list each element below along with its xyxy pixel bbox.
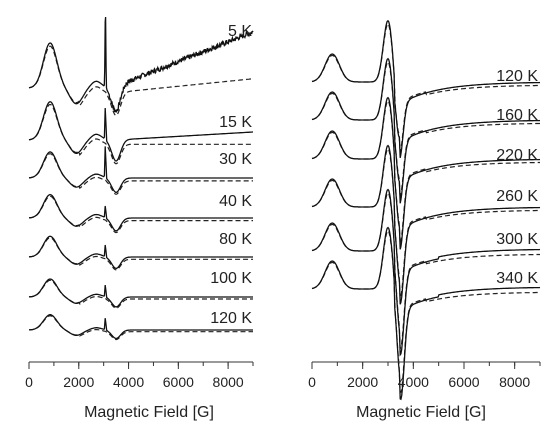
experimental-line [28, 235, 253, 270]
x-tick-label: 4000 [113, 374, 144, 390]
spectrum-120k [311, 19, 541, 159]
temperature-label: 220 K [496, 147, 538, 164]
x-tick-label: 2000 [63, 374, 94, 390]
experimental-line [311, 188, 541, 357]
experimental-line [29, 193, 253, 232]
experimental-line [311, 96, 541, 250]
temperature-label: 80 K [219, 231, 252, 248]
x-tick-label: 6000 [448, 374, 479, 390]
simulation-line [28, 45, 253, 117]
temperature-label: 5 K [228, 23, 252, 40]
spectrum-260k [311, 144, 541, 305]
spectrum-100k [28, 278, 253, 309]
x-tick-label: 8000 [499, 374, 530, 390]
x-tick-label: 8000 [213, 374, 244, 390]
experimental-line [28, 101, 253, 162]
x-tick-label: 0 [25, 374, 33, 390]
x-axis: 0 2000 4000 6000 8000 Magnetic Field [G] [25, 361, 254, 421]
experimental-line [29, 314, 253, 340]
temperature-label: 260 K [496, 188, 538, 205]
spectrum-120k [28, 314, 253, 341]
left-panel: 5 K 15 K 30 K 40 K 80 K 100 K 120 K 0 2000 4000 60… [25, 16, 254, 421]
temperature-label: 120 K [210, 310, 252, 327]
experimental-line [311, 226, 541, 401]
x-tick-label: 0 [308, 374, 316, 390]
simulation-line [311, 22, 540, 154]
experimental-line [29, 146, 253, 193]
spectrum-340k [311, 226, 541, 401]
temperature-label: 340 K [496, 270, 538, 287]
spectrum-80k [28, 235, 253, 271]
temperature-label: 300 K [496, 231, 538, 248]
experimental-line [28, 278, 253, 308]
spectrum-160k [311, 57, 541, 204]
right-panel: 120 K 160 K 220 K 260 K 300 K 340 K 0 2000 4000 6… [308, 19, 541, 421]
temperature-label: 160 K [496, 107, 538, 124]
x-axis-title: Magnetic Field [G] [84, 404, 214, 421]
spectrum-5k [28, 16, 254, 117]
x-tick-label: 6000 [163, 374, 194, 390]
temperature-label: 100 K [210, 270, 252, 287]
x-axis: 0 2000 4000 6000 8000 Magnetic Field [G] [308, 361, 541, 421]
x-tick-label: 4000 [398, 374, 429, 390]
temperature-label: 40 K [219, 193, 252, 210]
spectrum-40k [28, 193, 253, 234]
temperature-label: 15 K [219, 114, 252, 131]
spectrum-30k [28, 146, 253, 195]
spectrum-15k [28, 101, 253, 165]
x-axis-title: Magnetic Field [G] [356, 404, 486, 421]
experimental-line [311, 57, 541, 204]
experimental-line [311, 19, 541, 159]
spectrum-300k [311, 188, 541, 357]
x-tick-label: 2000 [347, 374, 378, 390]
experimental-line [311, 144, 541, 305]
temperature-label: 30 K [219, 151, 252, 168]
experimental-line [28, 16, 254, 113]
temperature-label: 120 K [496, 68, 538, 85]
spectrum-220k [311, 96, 541, 250]
